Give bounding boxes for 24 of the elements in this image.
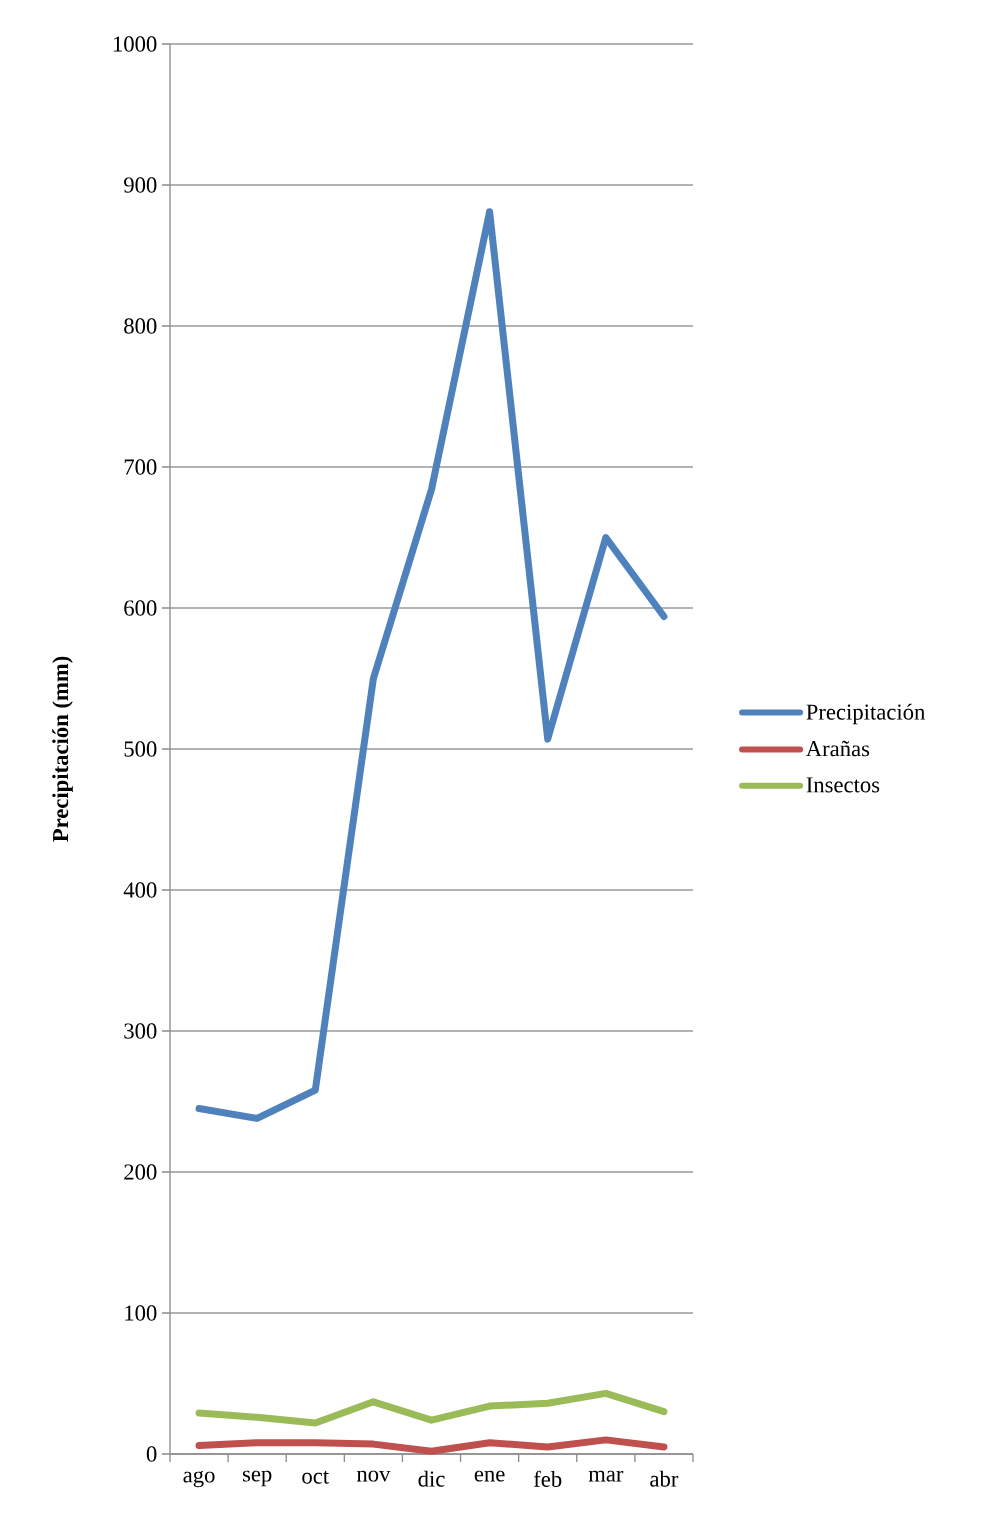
x-tick-label: oct	[302, 1470, 329, 1484]
x-tick-label: feb	[533, 1470, 562, 1487]
y-tick-label: 0	[146, 1446, 157, 1462]
y-tick-label: 400	[123, 882, 157, 898]
legend-label: Arañas	[805, 740, 870, 757]
y-tick-label: 1000	[113, 36, 157, 52]
legend-label: Insectos	[806, 777, 880, 793]
y-tick-label: 600	[124, 600, 157, 616]
x-tick-label: mar	[588, 1470, 624, 1482]
x-tick-label: sep	[242, 1470, 272, 1487]
x-tick-label: ago	[183, 1470, 215, 1488]
y-tick-label: 800	[124, 318, 157, 334]
y-tick-label: 900	[124, 177, 157, 193]
x-tick-label: abr	[650, 1470, 679, 1487]
y-tick-label: 700	[124, 459, 157, 475]
x-tick-label: ene	[474, 1470, 505, 1482]
y-tick-label: 300	[124, 1023, 157, 1039]
y-tick-label: 500	[124, 741, 157, 757]
y-axis-title: Precipitación (mm)	[52, 656, 73, 842]
y-tick-label: 100	[125, 1305, 157, 1321]
y-tick-label: 200	[124, 1164, 157, 1180]
legend-label: Precipitación	[806, 703, 926, 725]
x-tick-label: nov	[356, 1470, 391, 1482]
x-tick-label: dic	[418, 1470, 445, 1487]
